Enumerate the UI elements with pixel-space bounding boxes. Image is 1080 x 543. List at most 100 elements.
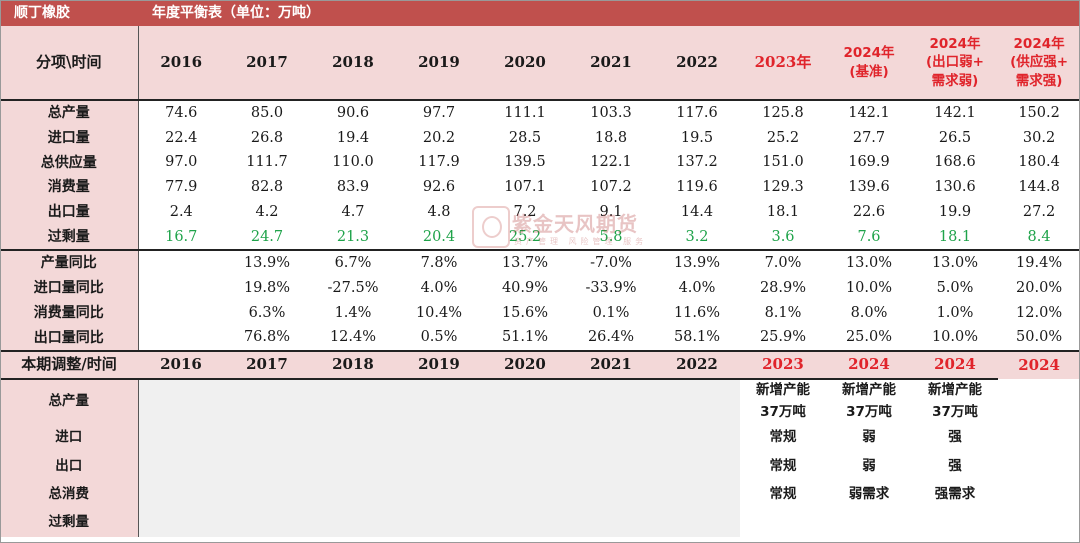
yoy-value: 12.4%	[329, 329, 377, 346]
yoy-value: 25.0%	[845, 329, 893, 346]
note-value: 弱	[826, 423, 912, 453]
balance-value: 18.1	[766, 203, 800, 220]
balance-value: 7.2	[513, 203, 537, 220]
yoy-value: 19.8%	[243, 279, 291, 296]
note-blank-area	[138, 423, 740, 453]
balance-value: 117.9	[418, 154, 460, 171]
note-label: 总消费	[0, 480, 139, 509]
adjustment-note-row: 过剩量	[0, 508, 1080, 538]
yoy-value: -7.0%	[568, 249, 654, 276]
balance-value: 18.8	[594, 129, 628, 146]
balance-value: 82.8	[250, 179, 284, 196]
adjustment-year: 2024	[998, 349, 1080, 379]
balance-value: 4.2	[255, 203, 279, 220]
yoy-value: 10.4%	[415, 304, 463, 321]
balance-value: 151.0	[762, 154, 804, 171]
yoy-value: 4.0%	[678, 279, 716, 296]
yoy-value: 10.0%	[845, 279, 893, 296]
adjustment-year: 2020	[482, 349, 568, 379]
balance-value: 24.7	[250, 228, 284, 245]
balance-value: 180.4	[1018, 154, 1060, 171]
yoy-value	[138, 249, 224, 276]
yoy-value: -33.9%	[585, 279, 637, 296]
adjustment-note-row: 出口 常规弱强	[0, 452, 1080, 481]
balance-row: 过剩量 16.7 24.7 21.3 20.4 25.2 5.8 3.2 3.6 7.6 18.1 8…	[0, 224, 1080, 251]
note-value: 弱	[826, 452, 912, 481]
note-blank-area	[138, 377, 740, 424]
header-year: 2022	[654, 26, 740, 100]
adjustment-year: 2021	[568, 349, 654, 379]
adjustment-year: 2022	[654, 349, 740, 379]
yoy-row: 消费量同比 6.3% 1.4% 10.4% 15.6% 0.1% 11.6% 8.1% 8.0%…	[0, 300, 1080, 326]
balance-value: 27.7	[852, 129, 886, 146]
header-year: 2024年 (出口弱+ 需求弱)	[912, 26, 998, 100]
balance-value: 19.9	[938, 203, 972, 220]
note-value: 强需求	[912, 480, 998, 509]
balance-value: 27.2	[1022, 203, 1056, 220]
header-year: 2020	[482, 26, 568, 100]
yoy-value: 8.0%	[850, 304, 888, 321]
balance-value: 3.6	[771, 228, 795, 245]
balance-value: 19.4	[336, 129, 370, 146]
yoy-value: 6.7%	[310, 249, 396, 276]
balance-value: 7.6	[857, 228, 881, 245]
note-value: 常规	[740, 480, 826, 509]
balance-value: 26.8	[250, 129, 284, 146]
balance-value: 97.7	[396, 99, 482, 126]
yoy-value: 12.0%	[1016, 304, 1063, 321]
balance-value: 8.4	[1027, 228, 1051, 245]
balance-value: 117.6	[654, 99, 740, 126]
yoy-value: 13.7%	[482, 249, 568, 276]
balance-value: 107.2	[590, 179, 632, 196]
row-label: 进口量	[0, 125, 139, 151]
balance-value: 125.8	[740, 99, 826, 126]
note-label: 过剩量	[0, 508, 139, 538]
balance-value: 107.1	[504, 179, 546, 196]
header-year: 2019	[396, 26, 482, 100]
header-label: 分项\时间	[0, 26, 139, 100]
balance-value: 110.0	[332, 154, 374, 171]
header-year: 2023年	[740, 26, 826, 100]
yoy-value: 40.9%	[501, 279, 549, 296]
balance-row: 总供应量 97.0 111.7 110.0 117.9 139.5 122.1 137.2 15…	[0, 150, 1080, 176]
balance-value: 85.0	[224, 99, 310, 126]
yoy-value: 0.1%	[592, 304, 630, 321]
row-label: 进口量同比	[0, 275, 139, 301]
balance-value: 111.1	[482, 99, 568, 126]
balance-value: 22.6	[852, 203, 886, 220]
balance-value: 90.6	[310, 99, 396, 126]
adjustment-year: 2017	[224, 349, 310, 379]
yoy-value: 13.9%	[224, 249, 310, 276]
yoy-value: 26.4%	[587, 329, 635, 346]
note-value	[740, 508, 826, 538]
product-title: 顺丁橡胶	[0, 0, 138, 26]
header-year: 2024年 (基准)	[826, 26, 912, 100]
balance-value: 9.1	[599, 203, 623, 220]
note-value: 新增产能 37万吨	[740, 377, 826, 424]
note-value: 常规	[740, 452, 826, 481]
yoy-row: 出口量同比 76.8% 12.4% 0.5% 51.1% 26.4% 58.1% 25.9% 2…	[0, 325, 1080, 351]
yoy-value: 58.1%	[673, 329, 721, 346]
note-value: 弱需求	[826, 480, 912, 509]
balance-value: 4.7	[341, 203, 365, 220]
row-label: 消费量	[0, 175, 139, 200]
yoy-value: 13.9%	[654, 249, 740, 276]
yoy-value: 5.0%	[936, 279, 974, 296]
balance-value: 3.2	[685, 228, 709, 245]
balance-value: 169.9	[848, 154, 890, 171]
adjustment-year: 2019	[396, 349, 482, 379]
yoy-value: 51.1%	[501, 329, 549, 346]
note-value: 强	[912, 452, 998, 481]
balance-value: 28.5	[508, 129, 542, 146]
balance-row: 消费量 77.9 82.8 83.9 92.6 107.1 107.2 119.6 129.3 1…	[0, 175, 1080, 200]
note-value	[826, 508, 912, 538]
title-row: 顺丁橡胶 年度平衡表（单位：万吨）	[0, 0, 1080, 26]
balance-value: 77.9	[165, 179, 198, 196]
yoy-value	[138, 276, 224, 301]
note-value: 常规	[740, 423, 826, 453]
adjustment-note-row: 总产量 新增产能 37万吨 新增产能 37万吨 新增产能 37万吨	[0, 377, 1080, 424]
balance-value: 139.5	[504, 154, 546, 171]
header-year: 2016	[138, 26, 224, 100]
adjustment-note-row: 进口 常规弱强	[0, 423, 1080, 453]
